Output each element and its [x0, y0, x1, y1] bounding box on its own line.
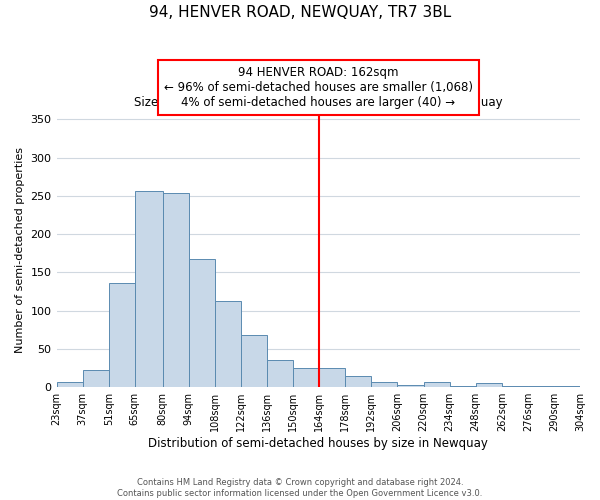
Y-axis label: Number of semi-detached properties: Number of semi-detached properties — [15, 146, 25, 352]
Bar — [83, 370, 109, 387]
Bar — [189, 258, 215, 387]
Bar — [502, 386, 528, 387]
Bar — [528, 386, 554, 387]
Bar — [424, 382, 449, 387]
Bar — [449, 386, 476, 387]
Bar — [371, 382, 397, 387]
Title: Size of property relative to semi-detached houses in Newquay: Size of property relative to semi-detach… — [134, 96, 503, 110]
Bar — [476, 384, 502, 387]
Bar — [554, 386, 580, 387]
Bar — [345, 376, 371, 387]
Text: 94 HENVER ROAD: 162sqm
← 96% of semi-detached houses are smaller (1,068)
4% of s: 94 HENVER ROAD: 162sqm ← 96% of semi-det… — [164, 66, 473, 109]
Bar — [397, 385, 424, 387]
X-axis label: Distribution of semi-detached houses by size in Newquay: Distribution of semi-detached houses by … — [148, 437, 488, 450]
Text: 94, HENVER ROAD, NEWQUAY, TR7 3BL: 94, HENVER ROAD, NEWQUAY, TR7 3BL — [149, 5, 451, 20]
Bar — [56, 382, 83, 387]
Bar — [135, 190, 163, 387]
Bar — [215, 301, 241, 387]
Bar — [319, 368, 345, 387]
Text: Contains HM Land Registry data © Crown copyright and database right 2024.
Contai: Contains HM Land Registry data © Crown c… — [118, 478, 482, 498]
Bar — [163, 193, 189, 387]
Bar — [241, 335, 267, 387]
Bar — [109, 283, 135, 387]
Bar — [267, 360, 293, 387]
Bar — [293, 368, 319, 387]
